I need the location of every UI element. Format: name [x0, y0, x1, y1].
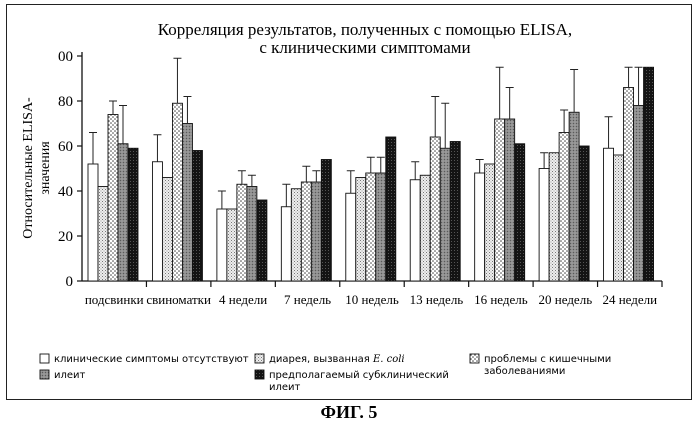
bar [181, 123, 193, 282]
bar [345, 192, 357, 282]
y-tick-label: 40 [58, 184, 73, 200]
bar [623, 87, 635, 282]
bar [429, 136, 441, 282]
y-tick-label: 20 [58, 229, 73, 245]
x-tick-label: 20 недель [539, 292, 593, 307]
bar [603, 147, 615, 282]
legend-label-line2: илеит [269, 382, 301, 393]
bar [290, 188, 302, 282]
bar [494, 118, 506, 282]
bar [643, 66, 655, 282]
bar [355, 177, 367, 282]
y-axis-label-line2: значения [38, 141, 53, 195]
bar [548, 152, 560, 282]
legend-swatch [254, 369, 265, 380]
legend-label-line2: заболеваниями [484, 366, 565, 377]
chart-frame [6, 4, 692, 400]
bar [300, 181, 312, 282]
bar [365, 172, 377, 282]
bar [310, 181, 322, 282]
x-tick-label: свиноматки [146, 292, 211, 307]
bar [87, 163, 99, 282]
bar [578, 145, 590, 282]
bar [375, 172, 387, 282]
bar [107, 114, 119, 282]
bar [256, 199, 268, 282]
bar [97, 186, 109, 282]
bar [514, 143, 526, 282]
chart-title-line2: с клиническими симптомами [259, 38, 470, 57]
bar [246, 186, 258, 282]
bar [151, 161, 163, 282]
legend-label: илеит [54, 370, 86, 381]
x-tick-label: 4 недели [219, 292, 267, 307]
bar [191, 150, 203, 282]
legend-swatch [254, 353, 265, 364]
legend: клинические симптомы отсутствуют илеит диа… [39, 353, 611, 393]
x-tick-label: 10 недель [345, 292, 399, 307]
bar [280, 206, 292, 282]
bar [236, 183, 248, 282]
legend-swatch [469, 353, 480, 364]
chart-title-line1: Корреляция результатов, полученных с пом… [158, 20, 572, 39]
bar [474, 172, 486, 282]
y-axis-label-line1: Относительные ELISA- [21, 97, 36, 239]
legend-swatch [39, 369, 50, 380]
bar [216, 208, 228, 282]
bar [439, 147, 451, 282]
bar [320, 159, 332, 282]
bar [171, 102, 183, 282]
x-tick-label: 13 недель [410, 292, 464, 307]
x-tick-label: 16 недель [474, 292, 528, 307]
bar [226, 208, 238, 282]
x-tick-label: 24 недели [602, 292, 657, 307]
y-tick-label: 60 [58, 139, 73, 155]
bar [558, 132, 570, 282]
bar [161, 177, 173, 282]
x-tick-label: подсвинки [85, 292, 144, 307]
bar [409, 179, 421, 282]
legend-label: диарея, вызванная E. coli [269, 354, 405, 365]
legend-label: предполагаемый субклинический [269, 370, 449, 381]
y-tick-label: 0 [66, 274, 74, 290]
y-tick-label: 80 [58, 94, 73, 110]
y-tick-label: 00 [58, 49, 73, 65]
bar [538, 168, 550, 282]
bar [633, 105, 645, 282]
bar [385, 136, 397, 282]
bar [127, 147, 139, 282]
bar [449, 141, 461, 282]
bar [117, 143, 129, 282]
x-axis-tick-labels: подсвинки свиноматки 4 недели 7 недель 10 не… [85, 292, 657, 307]
bar [484, 163, 496, 282]
legend-label: клинические симптомы отсутствуют [54, 354, 249, 365]
bar [504, 118, 516, 282]
figure-label: ФИГ. 5 [321, 402, 378, 422]
bar [419, 174, 431, 282]
bar [613, 154, 625, 282]
bar [568, 111, 580, 282]
bar-series-group [87, 57, 655, 282]
x-tick-label: 7 недель [284, 292, 331, 307]
legend-label: проблемы с кишечными [484, 354, 611, 365]
legend-swatch [39, 353, 50, 364]
